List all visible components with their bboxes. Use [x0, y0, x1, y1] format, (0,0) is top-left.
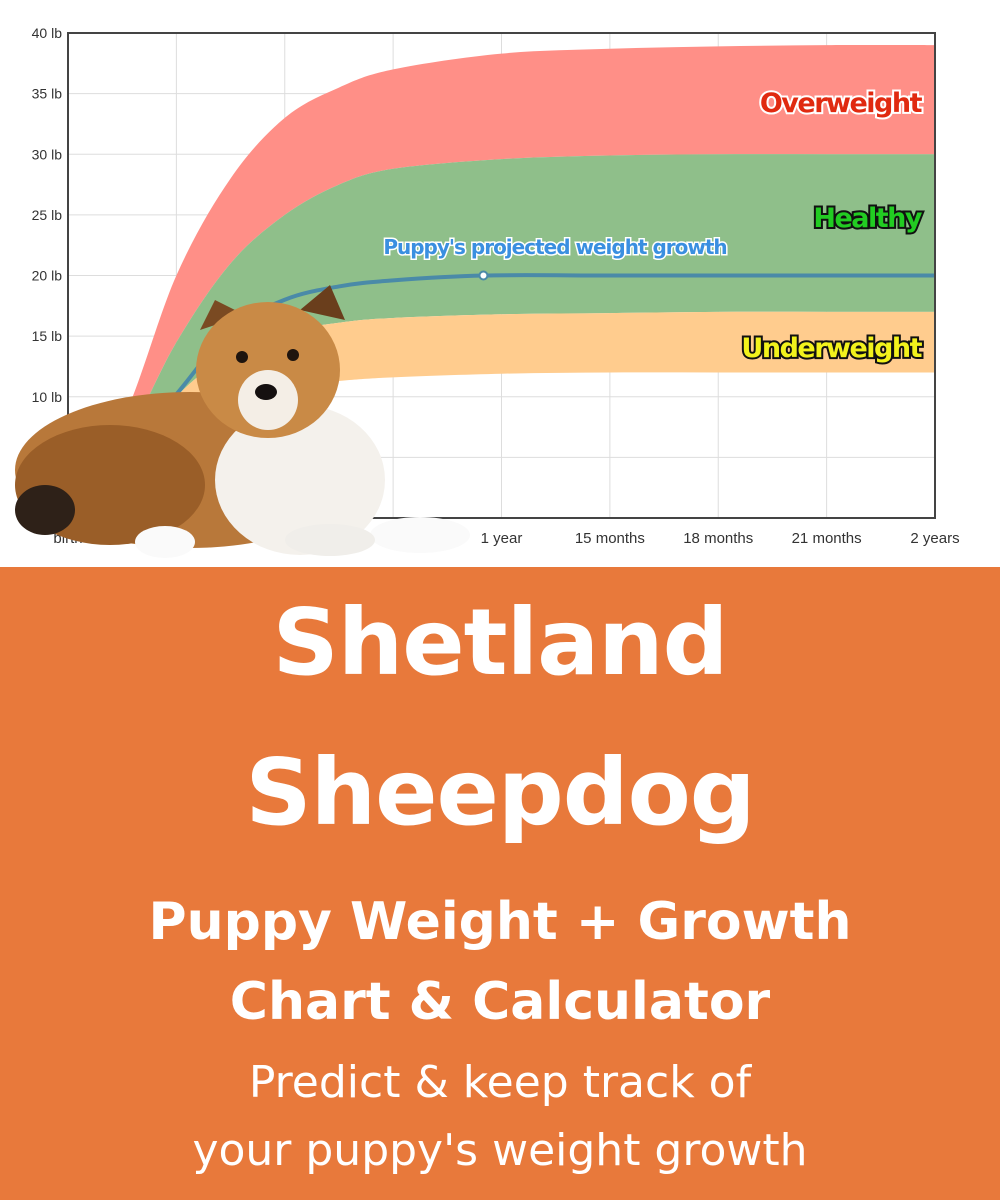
promo-banner: Shetland Sheepdog Puppy Weight + Growth … [0, 567, 1000, 1200]
band-label-overweight: Overweight [760, 88, 923, 119]
x-tick-label: 1 year [481, 530, 523, 547]
x-tick-label: 15 months [575, 530, 645, 547]
plot-frame [67, 32, 936, 519]
x-tick-label: 2 years [910, 530, 959, 547]
y-tick-label: 40 lb [32, 25, 63, 41]
y-tick-label: 15 lb [32, 328, 63, 344]
tagline-line1: Predict & keep track of [248, 1057, 752, 1108]
y-tick-label: 35 lb [32, 86, 63, 102]
x-tick-label: 21 months [792, 530, 862, 547]
y-tick-label: 20 lb [32, 268, 63, 284]
band-label-underweight: Underweight [741, 333, 922, 364]
y-tick-label: 10 lb [32, 389, 63, 405]
y-tick-label: 25 lb [32, 207, 63, 223]
subtitle-line1: Puppy Weight + Growth [148, 892, 852, 952]
breed-title-line2: Sheepdog [245, 739, 755, 846]
projected-weight-marker [478, 270, 489, 281]
tagline-line2: your puppy's weight growth [192, 1125, 808, 1176]
band-label-healthy: Healthy [813, 203, 923, 234]
y-tick-label: 30 lb [32, 146, 63, 162]
x-tick-label: 18 months [683, 530, 753, 547]
subtitle-line2: Chart & Calculator [229, 972, 771, 1032]
puppy-photo [15, 285, 470, 558]
breed-title-line1: Shetland [272, 589, 728, 696]
projected-weight-label: Puppy's projected weight growth [383, 235, 726, 259]
band-healthy [68, 154, 935, 506]
band-overweight [68, 45, 935, 500]
